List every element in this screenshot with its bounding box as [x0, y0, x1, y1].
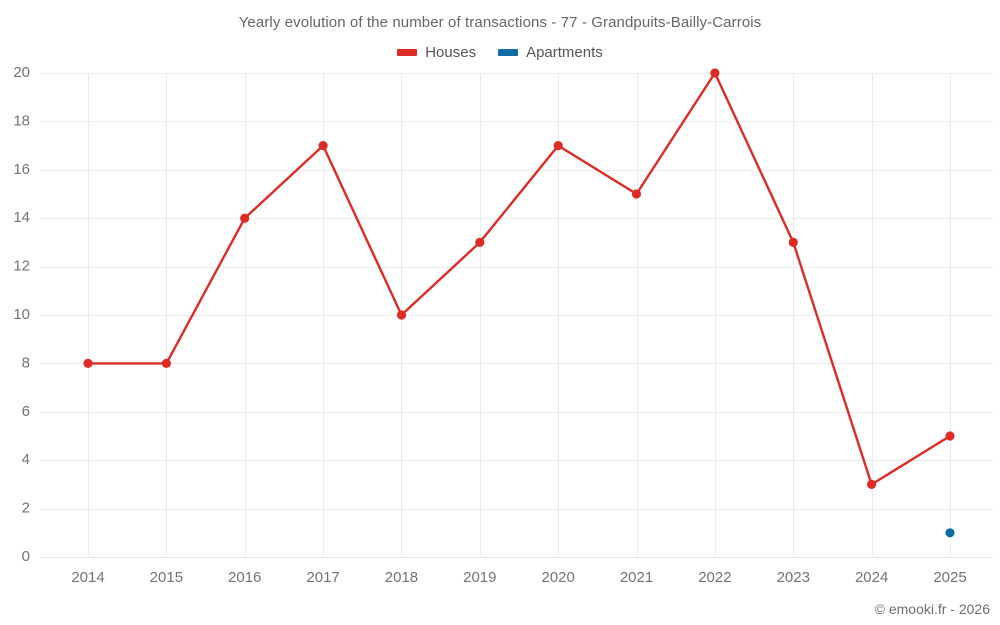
data-series	[83, 68, 955, 538]
data-point[interactable]	[396, 310, 407, 320]
data-point[interactable]	[945, 431, 955, 441]
y-tick-label: 6	[22, 403, 30, 420]
legend-item-apartments[interactable]: Apartments	[498, 44, 603, 61]
series-line-houses	[86, 71, 952, 486]
y-tick-label: 12	[13, 258, 30, 275]
y-tick-label: 20	[13, 64, 30, 81]
legend-label-houses: Houses	[425, 44, 477, 61]
data-point[interactable]	[83, 358, 93, 368]
legend-item-houses[interactable]: Houses	[397, 44, 476, 61]
legend-label-apartments: Apartments	[526, 44, 603, 61]
x-tick-label: 2025	[933, 569, 966, 586]
y-tick-label: 14	[13, 209, 30, 226]
page-title: Yearly evolution of the number of transa…	[238, 14, 762, 31]
x-tick-label: 2018	[385, 569, 418, 586]
data-point[interactable]	[475, 237, 485, 247]
chart-legend: Houses Apartments	[0, 44, 1000, 61]
data-point[interactable]	[240, 213, 250, 223]
x-tick-label: 2015	[150, 569, 183, 586]
x-tick-label: 2019	[463, 569, 496, 586]
copyright-credit: © emooki.fr - 2026	[874, 601, 990, 617]
data-point[interactable]	[161, 358, 171, 368]
x-tick-label: 2016	[228, 569, 261, 586]
data-point[interactable]	[788, 237, 798, 247]
grid-lines	[40, 73, 993, 558]
y-tick-label: 16	[13, 161, 30, 178]
data-point[interactable]	[710, 68, 720, 78]
y-tick-label: 4	[22, 451, 30, 468]
data-point[interactable]	[631, 189, 642, 199]
x-tick-label: 2017	[306, 569, 339, 586]
y-tick-label: 18	[13, 112, 30, 129]
y-tick-label: 8	[22, 354, 30, 371]
data-point[interactable]	[945, 528, 955, 538]
data-point[interactable]	[553, 141, 563, 151]
x-tick-label: 2021	[620, 569, 653, 586]
legend-swatch-apartments-icon	[498, 49, 519, 56]
y-tick-label: 0	[22, 548, 30, 565]
data-point[interactable]	[318, 141, 328, 151]
x-tick-label: 2024	[855, 569, 888, 586]
legend-swatch-houses-icon	[397, 49, 418, 56]
x-tick-label: 2020	[541, 569, 574, 586]
x-tick-label: 2022	[698, 569, 731, 586]
x-tick-label: 2023	[777, 569, 810, 586]
y-axis-tick-labels: 0 2 4 6 8 10 12 14 16 18 20	[13, 64, 30, 565]
y-tick-label: 10	[13, 306, 30, 323]
x-tick-label: 2014	[71, 569, 104, 586]
data-point[interactable]	[867, 479, 877, 489]
x-axis-tick-labels: 2014 2015 2016 2017 2018 2019 2020 2021 2022 2023…	[71, 569, 966, 586]
y-tick-label: 2	[22, 500, 30, 517]
